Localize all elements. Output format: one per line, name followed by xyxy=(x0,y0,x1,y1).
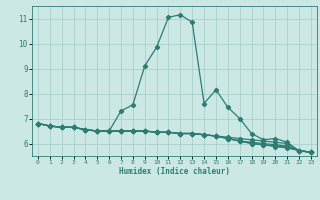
X-axis label: Humidex (Indice chaleur): Humidex (Indice chaleur) xyxy=(119,167,230,176)
